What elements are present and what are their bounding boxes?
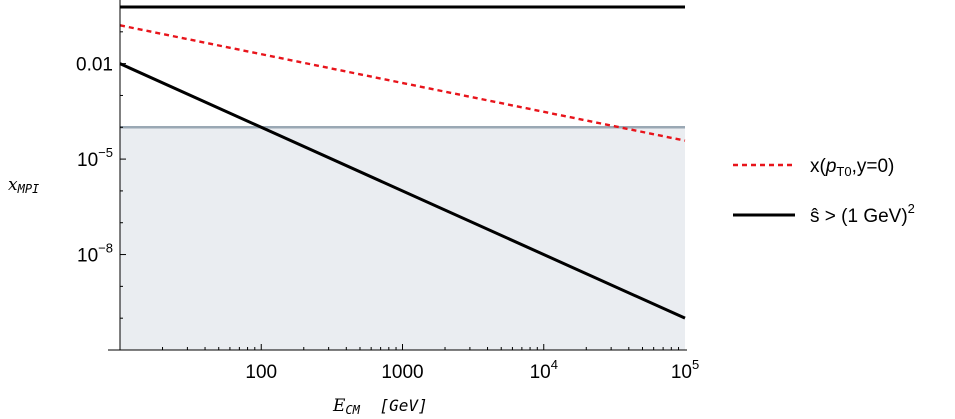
series-line-1 [119,62,686,320]
x-tick-label: 100 [245,362,277,383]
x-tick-label: 1000 [381,362,423,383]
shaded-region [120,127,685,350]
x-tick-label: 104 [530,357,558,383]
y-tick-label: 0.01 [76,55,113,76]
legend-label-0: x(pT0,y=0) [810,156,894,179]
legend: x(pT0,y=0) ŝ > (1 GeV)2 [733,156,915,227]
x-axis-label: ECM [GeV] [332,396,428,417]
y-axis-label: xMPI [8,175,39,196]
series-line-0 [119,24,686,142]
axes: 100 1000 104 105 0.01 10−5 10−8 xMPI ECM [GeV] [8,0,699,417]
y-tick-label: 10−8 [77,241,113,267]
y-tick-label: 10−5 [77,145,113,171]
x-tick-label: 105 [671,357,699,383]
legend-label-1: ŝ > (1 GeV)2 [810,201,915,227]
plot-area [119,5,686,350]
